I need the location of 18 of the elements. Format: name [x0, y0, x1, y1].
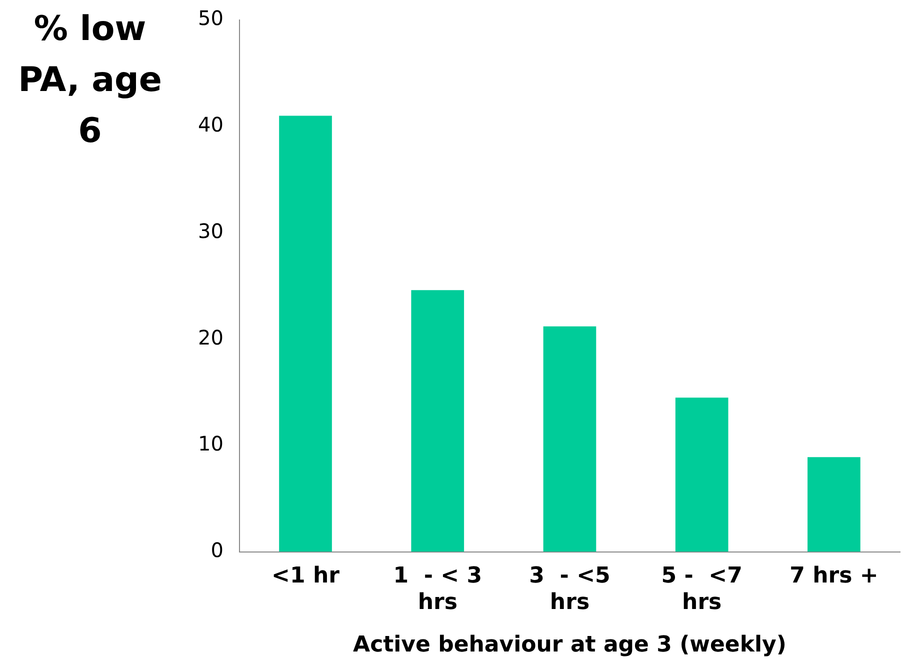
y-tick-label: 0: [210, 538, 224, 562]
x-tick-label: <1 hr: [272, 564, 340, 589]
x-tick-label: 3 - <5 hrs: [529, 564, 610, 616]
y-tick-label: 20: [198, 325, 224, 350]
y-tick-label: 30: [198, 218, 224, 243]
x-axis-title: Active behaviour at age 3 (weekly): [353, 632, 786, 658]
bar: [279, 116, 332, 552]
x-tick-label: 5 - <7 hrs: [661, 564, 742, 616]
y-tick-label: 10: [198, 432, 224, 456]
x-tick-label: 7 hrs +: [790, 564, 878, 589]
bar: [411, 290, 464, 552]
bar: [808, 457, 860, 552]
y-tick-label: 50: [198, 6, 224, 30]
y-tick-label: 40: [198, 112, 224, 137]
bar: [675, 398, 728, 552]
x-tick-label: 1 - < 3 hrs: [393, 564, 482, 616]
bar: [543, 326, 596, 552]
y-axis-title: % low PA, age 6: [18, 8, 162, 151]
